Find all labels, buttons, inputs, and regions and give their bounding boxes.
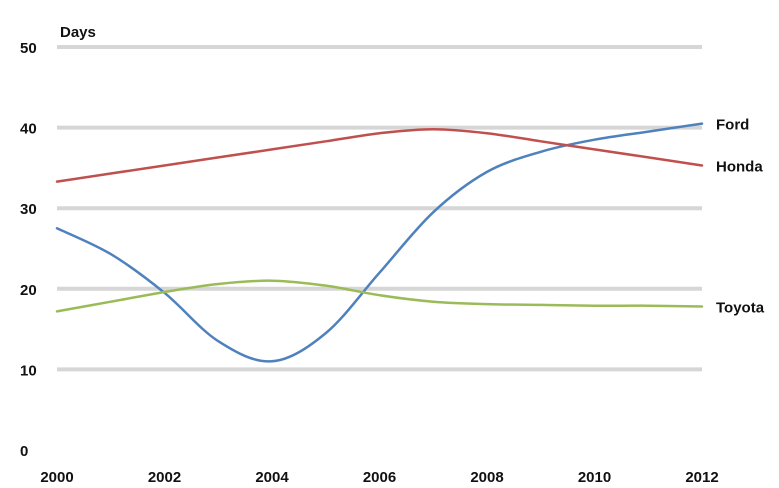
x-tick-label: 2010 bbox=[578, 469, 611, 486]
y-tick-label: 0 bbox=[20, 443, 28, 460]
y-tick-label: 20 bbox=[20, 282, 37, 299]
y-tick-label: 50 bbox=[20, 40, 37, 57]
series-label-honda: Honda bbox=[716, 158, 763, 175]
x-tick-label: 2004 bbox=[255, 469, 289, 486]
gridlines bbox=[57, 45, 702, 372]
series-labels: Ford Honda Toyota bbox=[716, 117, 765, 317]
series-line-toyota bbox=[55, 279, 704, 313]
y-axis-ticks: 0 10 20 30 40 50 bbox=[20, 40, 37, 460]
x-tick-label: 2006 bbox=[363, 469, 396, 486]
x-tick-label: 2008 bbox=[470, 469, 503, 486]
x-axis-ticks: 2000 2002 2004 2006 2008 2010 2012 bbox=[40, 469, 718, 486]
y-tick-label: 30 bbox=[20, 201, 37, 218]
series-label-ford: Ford bbox=[716, 117, 749, 134]
y-tick-label: 10 bbox=[20, 362, 37, 379]
series-lines bbox=[55, 122, 704, 363]
series-line-honda bbox=[55, 127, 704, 183]
series-label-toyota: Toyota bbox=[716, 300, 765, 317]
x-tick-label: 2012 bbox=[685, 469, 718, 486]
y-axis-title: Days bbox=[60, 24, 96, 41]
y-tick-label: 40 bbox=[20, 121, 37, 138]
x-tick-label: 2000 bbox=[40, 469, 73, 486]
x-tick-label: 2002 bbox=[148, 469, 181, 486]
series-line-ford bbox=[55, 122, 704, 363]
